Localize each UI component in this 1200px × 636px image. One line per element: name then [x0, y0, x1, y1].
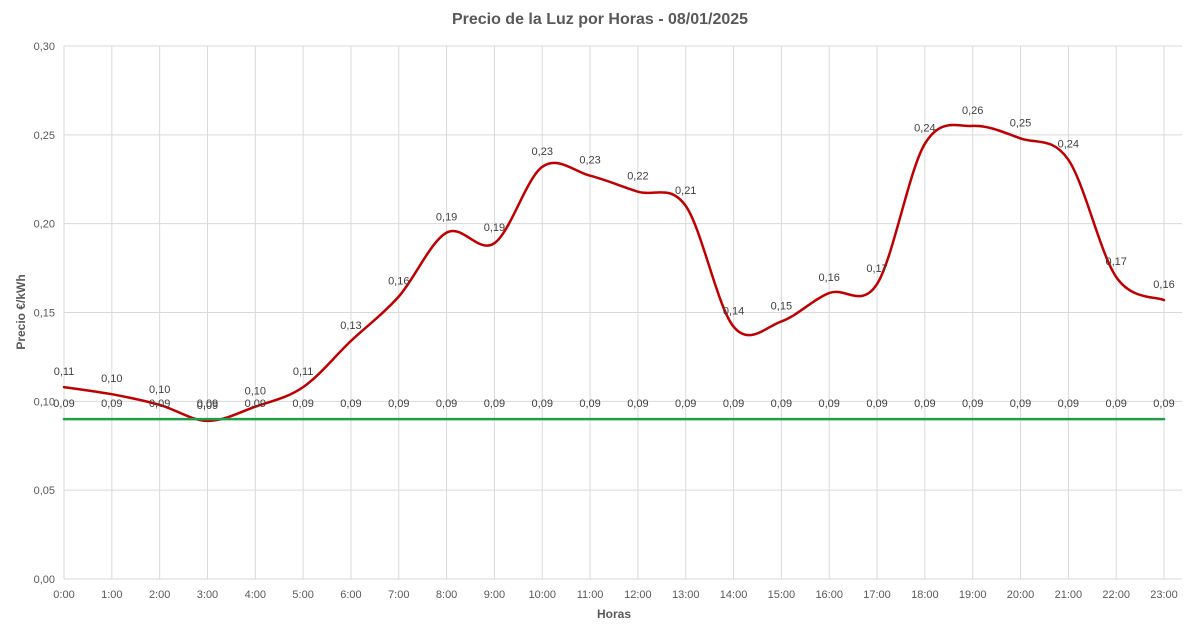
series-2-data-label: 0,09: [914, 398, 935, 410]
series-2-data-label: 0,09: [245, 398, 266, 410]
x-tick-label: 5:00: [292, 589, 313, 601]
series-1-data-label: 0,11: [293, 366, 314, 378]
series-2-data-label: 0,09: [101, 398, 122, 410]
y-tick-label: 0,25: [34, 130, 55, 142]
x-tick-label: 15:00: [768, 589, 796, 601]
series-1-data-label: 0,16: [1153, 279, 1174, 291]
x-tick-label: 3:00: [197, 589, 218, 601]
series-2-data-label: 0,09: [197, 398, 218, 410]
series-1-data-label: 0,24: [914, 123, 935, 135]
series-2-data-label: 0,09: [819, 398, 840, 410]
y-tick-label: 0,30: [34, 41, 55, 53]
series-1-data-label: 0,10: [101, 373, 122, 385]
series-2-data-label: 0,09: [723, 398, 744, 410]
series-1-data-label: 0,10: [245, 386, 266, 398]
series-2-data-label: 0,09: [627, 398, 648, 410]
x-tick-label: 13:00: [672, 589, 700, 601]
series-1-data-label: 0,10: [149, 384, 170, 396]
series-1-data-label: 0,26: [962, 105, 983, 117]
series-1-data-label: 0,23: [579, 155, 600, 167]
y-tick-label: 0,15: [34, 308, 55, 320]
series-2-data-label: 0,09: [388, 398, 409, 410]
x-tick-label: 2:00: [149, 589, 170, 601]
data-label-layer: 0,110,100,100,090,100,110,130,160,190,19…: [53, 105, 1174, 412]
series-1-data-label: 0,14: [723, 306, 744, 318]
series-1-data-label: 0,19: [484, 222, 505, 234]
series-1-data-label: 0,21: [675, 185, 696, 197]
series-2-data-label: 0,09: [532, 398, 553, 410]
x-tick-label: 19:00: [959, 589, 987, 601]
series-2-data-label: 0,09: [579, 398, 600, 410]
x-tick-label: 14:00: [720, 589, 748, 601]
series-1-data-label: 0,15: [771, 300, 792, 312]
x-tick-label: 11:00: [577, 589, 604, 601]
y-tick-label: 0,05: [34, 485, 55, 497]
series-1-line: [62, 123, 1166, 423]
x-axis-title: Horas: [597, 607, 631, 621]
series-2-data-label: 0,09: [340, 398, 361, 410]
x-tick-label: 7:00: [388, 589, 409, 601]
series-1-data-label: 0,22: [627, 171, 648, 183]
series-2-data-label: 0,09: [149, 398, 170, 410]
series-2-data-label: 0,09: [962, 398, 983, 410]
series-layer: [62, 123, 1166, 423]
series-2-data-label: 0,09: [1010, 398, 1031, 410]
y-tick-label: 0,00: [34, 574, 55, 586]
series-2-data-label: 0,09: [1105, 398, 1126, 410]
series-1-data-label: 0,25: [1010, 117, 1031, 129]
series-1-data-label: 0,17: [866, 263, 887, 275]
x-tick-label: 17:00: [863, 589, 891, 601]
x-tick-label: 0:00: [53, 589, 74, 601]
y-axis-title: Precio €/kWh: [14, 274, 28, 349]
series-1-data-label: 0,16: [819, 272, 840, 284]
series-1-data-label: 0,23: [532, 146, 553, 158]
series-2-data-label: 0,09: [771, 398, 792, 410]
series-1-data-label: 0,13: [340, 320, 361, 332]
series-2-data-label: 0,09: [675, 398, 696, 410]
x-tick-label: 22:00: [1102, 589, 1130, 601]
series-1-data-label: 0,09: [197, 400, 218, 412]
series-1-data-label: 0,24: [1058, 139, 1079, 151]
series-2-data-label: 0,09: [1153, 398, 1174, 410]
series-1-data-label: 0,16: [388, 276, 409, 288]
chart-title: Precio de la Luz por Horas - 08/01/2025: [452, 11, 748, 28]
series-1-data-label: 0,17: [1105, 256, 1126, 268]
x-tick-label: 8:00: [436, 589, 457, 601]
x-tick-label: 18:00: [911, 589, 939, 601]
x-tick-label: 12:00: [624, 589, 652, 601]
grid-layer: [63, 45, 1182, 580]
tick-layer: 0,00 0,05 0,10 0,15 0,20 0,25 0,30 0:00 1:00 2:00…: [34, 41, 1178, 601]
x-tick-label: 16:00: [815, 589, 843, 601]
series-2-data-label: 0,09: [292, 398, 313, 410]
x-tick-label: 1:00: [101, 589, 122, 601]
y-tick-label: 0,20: [34, 219, 55, 231]
x-tick-label: 20:00: [1007, 589, 1035, 601]
series-2-data-label: 0,09: [866, 398, 887, 410]
series-2-data-label: 0,09: [484, 398, 505, 410]
x-tick-label: 4:00: [245, 589, 266, 601]
series-2-data-label: 0,09: [436, 398, 457, 410]
x-tick-label: 23:00: [1150, 589, 1178, 601]
series-2-data-label: 0,09: [53, 398, 74, 410]
x-tick-label: 6:00: [340, 589, 361, 601]
series-2-data-label: 0,09: [1058, 398, 1079, 410]
series-1-data-label: 0,19: [436, 212, 457, 224]
y-tick-label: 0,10: [34, 396, 55, 408]
x-tick-label: 9:00: [484, 589, 505, 601]
series-1-data-label: 0,11: [54, 366, 75, 378]
x-tick-label: 10:00: [528, 589, 556, 601]
x-tick-label: 21:00: [1055, 589, 1083, 601]
